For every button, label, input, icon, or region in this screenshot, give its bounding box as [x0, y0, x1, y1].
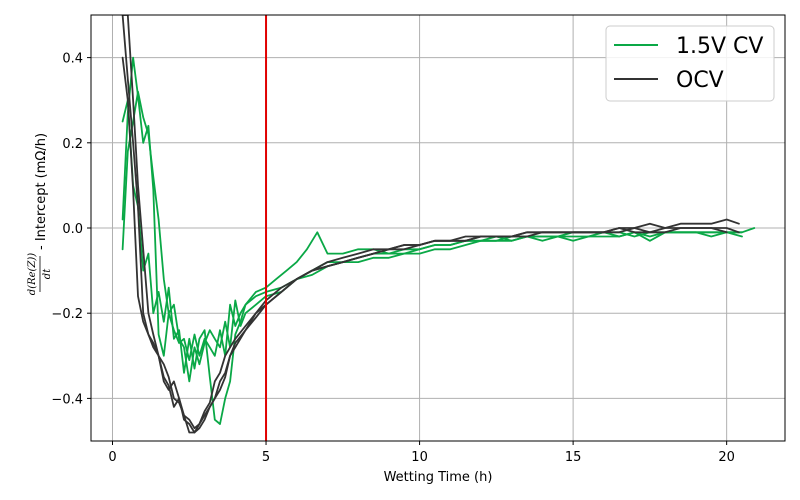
series-layer — [121, 15, 756, 434]
axis-ticks: 0 5 10 15 20 −0.4 −0.2 0.0 0.2 0.4 — [51, 52, 735, 465]
y-tick-label: 0.2 — [62, 137, 83, 152]
y-axis-label-denominator: dt — [42, 268, 53, 279]
legend: 1.5V CV OCV — [605, 25, 775, 102]
y-tick-label: −0.4 — [51, 392, 83, 407]
y-tick-label: −0.2 — [51, 307, 83, 322]
x-tick-label: 10 — [411, 450, 428, 465]
y-axis-label-suffix: - Intercept (mΩ/h) — [34, 133, 49, 250]
y-axis-label: d(Re(Z)) dt - Intercept (mΩ/h) — [27, 133, 53, 295]
y-tick-label: 0.4 — [62, 52, 83, 67]
x-axis-label: Wetting Time (h) — [384, 470, 493, 485]
y-axis-label-numerator: d(Re(Z)) — [27, 253, 38, 296]
y-tick-label: 0.0 — [62, 222, 83, 237]
x-tick-label: 0 — [108, 450, 116, 465]
x-tick-label: 5 — [262, 450, 270, 465]
series-line-ocv-5 — [121, 15, 728, 434]
x-tick-label: 15 — [565, 450, 582, 465]
legend-label-cv: 1.5V CV — [676, 34, 763, 59]
x-tick-label: 20 — [718, 450, 735, 465]
series-line-cv-1 — [121, 90, 756, 383]
legend-label-ocv: OCV — [676, 68, 724, 93]
